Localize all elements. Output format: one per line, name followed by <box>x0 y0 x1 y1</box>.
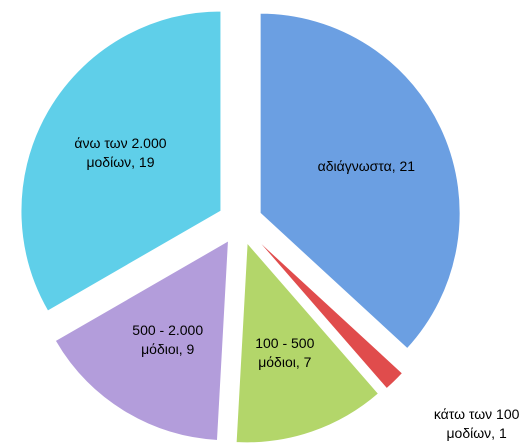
pie-slice <box>54 239 230 441</box>
pie-slice <box>235 241 380 444</box>
data-label: 500 - 2.000 μόδιοι, 9 <box>132 321 204 357</box>
pie-slice <box>254 237 404 390</box>
data-label-box: 500 - 2.000 μόδιοι, 9 <box>132 321 204 357</box>
data-label-box: 100 - 500 μόδιοι, 7 <box>255 334 315 370</box>
data-label: άνω των 2.000 μοδίων, 19 <box>74 135 167 170</box>
pie-slice <box>259 12 461 350</box>
data-label: κάτω των 100 μοδίων, 1 <box>433 406 520 442</box>
data-label: 100 - 500 μόδιοι, 7 <box>255 334 315 370</box>
data-label-box: αδιάγνωστα, 21 <box>317 158 416 175</box>
pie-slice <box>20 10 222 312</box>
data-label-box: κάτω των 100 μοδίων, 1 <box>433 406 520 442</box>
data-label-box: άνω των 2.000 μοδίων, 19 <box>74 135 167 170</box>
data-label: αδιάγνωστα, 21 <box>317 158 416 175</box>
